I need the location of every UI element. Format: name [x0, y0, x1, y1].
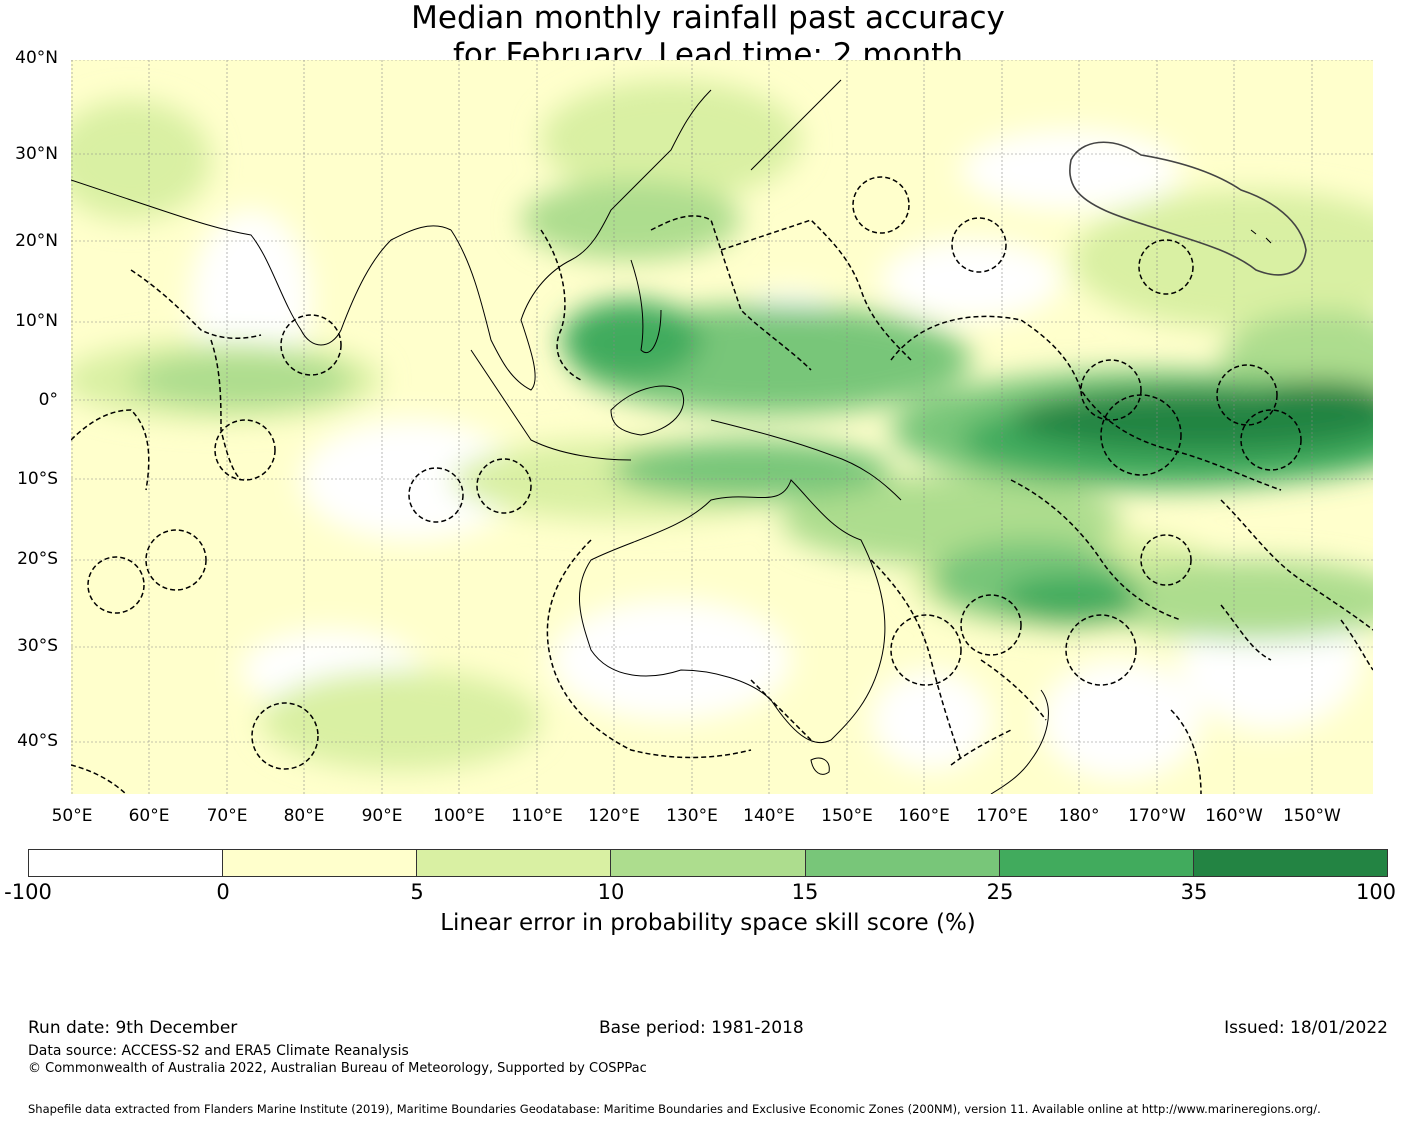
base-period: Base period: 1981-2018 [599, 1018, 804, 1038]
run-date: Run date: 9th December [28, 1018, 238, 1038]
lon-label-100e: 100°E [433, 806, 485, 826]
colorbar-tick: 0 [216, 880, 230, 904]
lon-label-60e: 60°E [128, 806, 170, 826]
colorbar-tick: 100 [1355, 880, 1397, 904]
copyright-notice: © Commonwealth of Australia 2022, Austra… [28, 1061, 647, 1076]
lon-label-120e: 120°E [588, 806, 640, 826]
colorbar-segment [416, 850, 611, 876]
lat-label-30s: 30°S [17, 636, 58, 656]
hawaii-eez-boundary [1069, 141, 1307, 276]
lat-label-20s: 20°S [17, 549, 58, 569]
colorbar-tick: -100 [4, 880, 52, 904]
lon-label-160e: 160°E [898, 806, 950, 826]
lon-label-70e: 70°E [206, 806, 248, 826]
lon-label-110e: 110°E [511, 806, 563, 826]
colorbar-label: Linear error in probability space skill … [440, 910, 976, 936]
lat-label-40n: 40°N [15, 48, 58, 68]
lat-label-0: 0° [38, 390, 58, 410]
lat-label-30n: 30°N [15, 144, 58, 164]
colorbar-tick: 5 [410, 880, 424, 904]
shapefile-credit: Shapefile data extracted from Flanders M… [28, 1102, 1321, 1116]
colorbar-segment [29, 850, 223, 876]
colorbar [28, 849, 1388, 877]
colorbar-tick: 10 [597, 880, 625, 904]
issued-date: Issued: 18/01/2022 [1224, 1018, 1388, 1038]
eez-boundaries [71, 176, 1373, 794]
lon-label-150e: 150°E [821, 806, 873, 826]
lat-label-20n: 20°N [15, 231, 58, 251]
lon-label-170e: 170°E [976, 806, 1028, 826]
lon-label-170w: 170°W [1128, 806, 1186, 826]
data-source: Data source: ACCESS-S2 and ERA5 Climate … [28, 1043, 409, 1059]
lon-label-80e: 80°E [283, 806, 325, 826]
colorbar-segment [804, 850, 999, 876]
coastlines [71, 79, 1272, 794]
skill-score-map [71, 60, 1373, 794]
lon-label-50e: 50°E [51, 806, 93, 826]
lon-label-160w: 160°W [1205, 806, 1263, 826]
lon-label-90e: 90°E [361, 806, 403, 826]
graticule [71, 60, 1373, 794]
lat-label-40s: 40°S [17, 731, 58, 751]
lon-label-150w: 150°W [1283, 806, 1341, 826]
lon-label-140e: 140°E [743, 806, 795, 826]
colorbar-segment [222, 850, 417, 876]
lon-label-130e: 130°E [666, 806, 718, 826]
lat-label-10n: 10°N [15, 311, 58, 331]
colorbar-tick: 35 [1180, 880, 1208, 904]
colorbar-tick: 25 [986, 880, 1014, 904]
lat-label-10s: 10°S [17, 469, 58, 489]
colorbar-tick: 15 [791, 880, 819, 904]
colorbar-segment [1192, 850, 1387, 876]
lon-label-180: 180° [1058, 806, 1100, 826]
colorbar-segment [610, 850, 805, 876]
map-title-line-1: Median monthly rainfall past accuracy [411, 0, 1005, 36]
colorbar-segment [998, 850, 1193, 876]
